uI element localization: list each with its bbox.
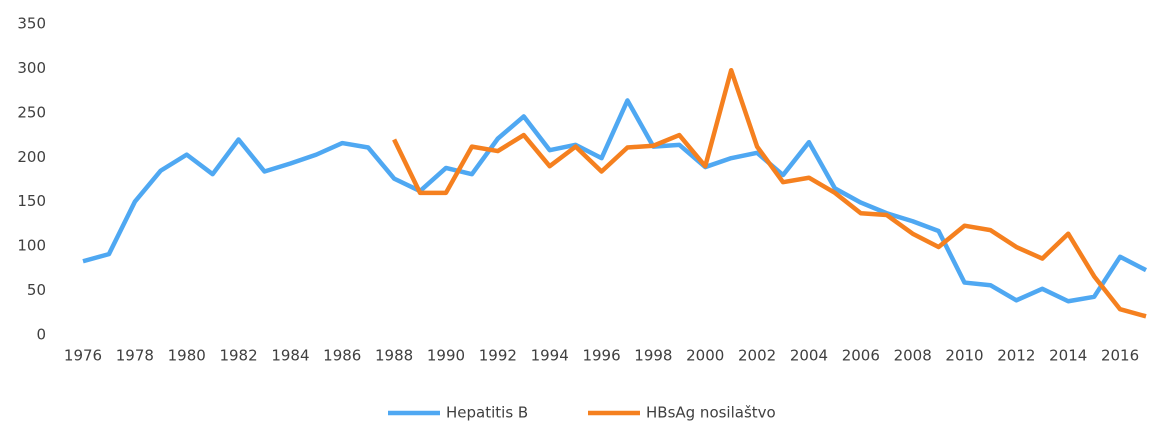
line-series (392, 67, 1147, 319)
y-tick-label: 300 (17, 59, 46, 77)
x-tick-label: 1978 (116, 347, 154, 365)
x-tick-label: 1998 (634, 347, 672, 365)
y-tick-label: 0 (36, 326, 46, 344)
legend-label: HBsAg nosilaštvo (646, 404, 776, 422)
legend-label: Hepatitis B (446, 404, 528, 422)
x-tick-label: 1990 (427, 347, 465, 365)
x-tick-label: 2010 (945, 347, 983, 365)
x-tick-label: 1976 (64, 347, 102, 365)
x-tick-label: 1984 (271, 347, 309, 365)
x-tick-label: 2014 (1049, 347, 1087, 365)
x-tick-label: 1988 (375, 347, 413, 365)
line-series (82, 98, 1148, 304)
y-tick-label: 50 (27, 281, 46, 299)
x-tick-label: 2002 (738, 347, 776, 365)
x-tick-label: 2004 (790, 347, 828, 365)
x-tick-label: 2006 (842, 347, 880, 365)
y-tick-label: 350 (17, 15, 46, 33)
y-tick-label: 100 (17, 237, 46, 255)
x-tick-label: 1994 (531, 347, 569, 365)
x-tick-label: 1982 (219, 347, 257, 365)
x-tick-label: 1992 (479, 347, 517, 365)
x-tick-label: 1986 (323, 347, 361, 365)
x-tick-label: 1996 (582, 347, 620, 365)
y-tick-label: 200 (17, 148, 46, 166)
y-tick-label: 150 (17, 192, 46, 210)
x-tick-label: 2012 (997, 347, 1035, 365)
y-tick-label: 250 (17, 103, 46, 121)
x-tick-label: 2016 (1101, 347, 1139, 365)
x-tick-label: 1980 (168, 347, 206, 365)
x-tick-label: 2000 (686, 347, 724, 365)
x-tick-label: 2008 (894, 347, 932, 365)
